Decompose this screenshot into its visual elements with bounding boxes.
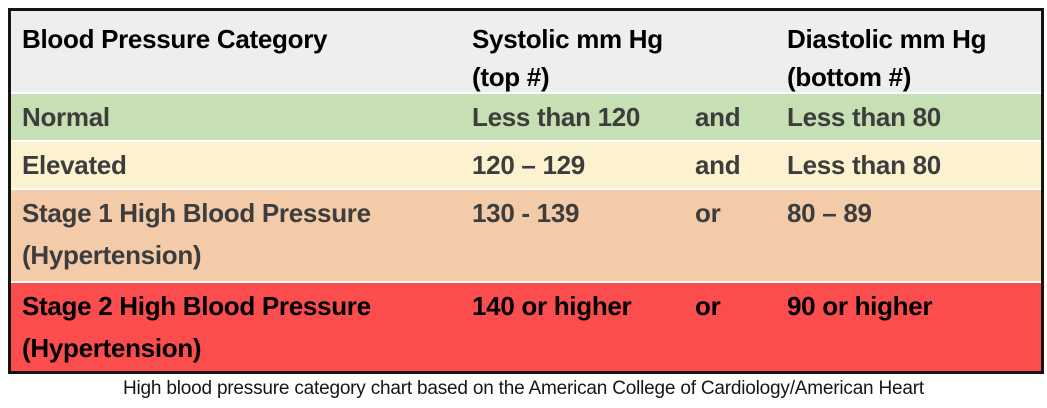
systolic-cell: 120 – 129 (472, 149, 585, 180)
table-row-stage1: Stage 1 High Blood Pressure (Hypertensio… (11, 188, 1041, 281)
figure-caption: High blood pressure category chart based… (123, 378, 924, 399)
table-row-stage2: Stage 2 High Blood Pressure (Hypertensio… (11, 281, 1041, 371)
conjunction-cell: or (695, 291, 721, 321)
conjunction-cell: and (695, 101, 741, 132)
category-cell: Stage 2 High Blood Pressure (Hypertensio… (22, 291, 371, 363)
category-cell: Stage 1 High Blood Pressure (Hypertensio… (22, 198, 371, 270)
table-row-elevated: Elevated 120 – 129 and Less than 80 (11, 140, 1041, 188)
table-header-row: Blood Pressure Category Systolic mm Hg (… (11, 11, 1041, 92)
diastolic-cell: 80 – 89 (787, 198, 872, 228)
header-diastolic: Diastolic mm Hg (bottom #) (787, 20, 1041, 96)
header-diastolic-line2: (bottom #) (787, 62, 912, 92)
diastolic-cell: Less than 80 (787, 149, 941, 180)
table-row-normal: Normal Less than 120 and Less than 80 (11, 92, 1041, 140)
category-cell: Elevated (22, 149, 127, 180)
diastolic-cell: Less than 80 (787, 101, 941, 132)
header-diastolic-line1: Diastolic mm Hg (787, 24, 987, 54)
header-systolic-line2: (top #) (472, 62, 550, 92)
systolic-cell: Less than 120 (472, 101, 641, 132)
header-systolic-line1: Systolic mm Hg (472, 24, 663, 54)
blood-pressure-table: Blood Pressure Category Systolic mm Hg (… (8, 8, 1044, 374)
systolic-cell: 140 or higher (472, 291, 632, 321)
systolic-cell: 130 - 139 (472, 198, 580, 228)
conjunction-cell: or (695, 198, 721, 228)
diastolic-cell: 90 or higher (787, 291, 933, 321)
header-systolic: Systolic mm Hg (top #) (472, 20, 695, 96)
conjunction-cell: and (695, 149, 741, 180)
category-cell: Normal (22, 101, 110, 132)
header-category: Blood Pressure Category (22, 24, 328, 54)
